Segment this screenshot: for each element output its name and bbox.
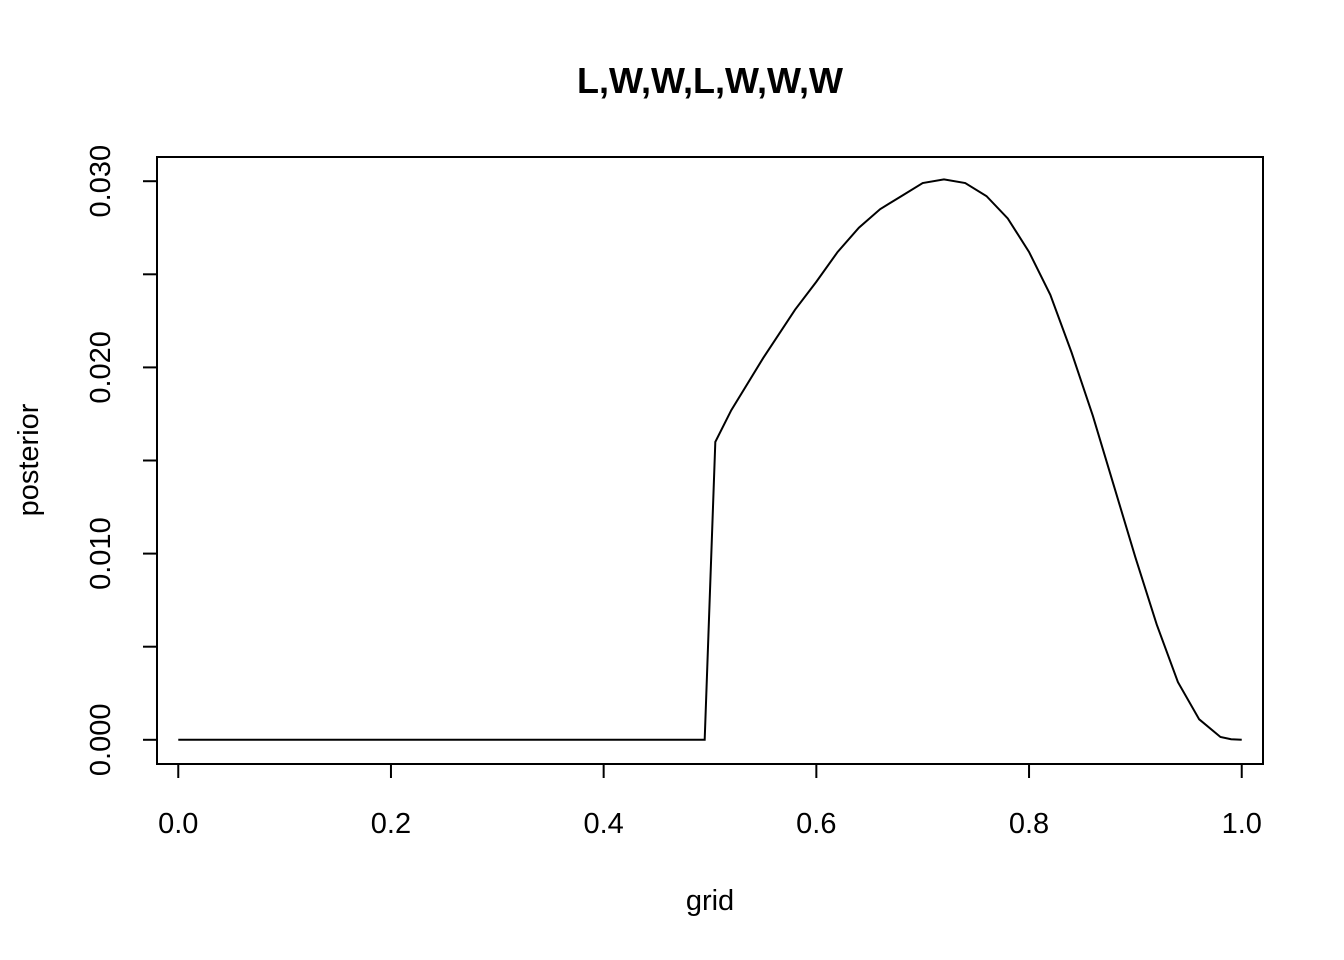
- y-axis-label: posterior: [13, 403, 45, 516]
- chart-title: L,W,W,L,W,W,W: [577, 60, 843, 101]
- x-tick-label: 0.0: [158, 808, 198, 840]
- x-tick-label: 1.0: [1222, 808, 1262, 840]
- x-axis-label: grid: [686, 885, 734, 917]
- y-tick-label: 0.000: [85, 704, 117, 777]
- y-tick-label: 0.030: [85, 145, 117, 218]
- x-axis: 0.0 0.2 0.4 0.6 0.8 1.0: [158, 763, 1262, 840]
- x-tick-label: 0.8: [1009, 808, 1049, 840]
- x-tick-label: 0.6: [796, 808, 836, 840]
- y-tick-label: 0.020: [85, 331, 117, 404]
- x-tick-label: 0.4: [583, 808, 623, 840]
- plot-frame: [156, 156, 1264, 765]
- posterior-line: [178, 178, 1242, 741]
- y-tick-label: 0.010: [85, 517, 117, 590]
- y-axis: 0.000 0.010 0.020 0.030: [85, 145, 158, 777]
- x-tick-label: 0.2: [371, 808, 411, 840]
